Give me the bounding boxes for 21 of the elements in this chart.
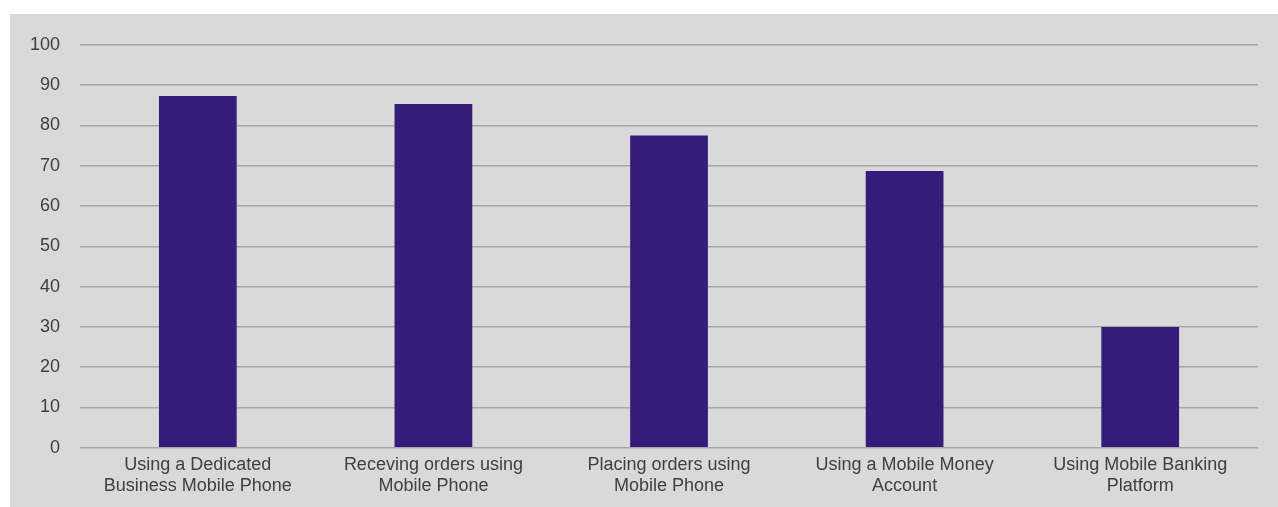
bar [865, 170, 944, 448]
y-tick-label: 100 [29, 33, 61, 54]
x-tick-label: Using a Mobile Money Account [815, 453, 994, 496]
y-tick-label: 90 [40, 74, 61, 95]
bar [630, 135, 708, 448]
y-tick-label: 70 [40, 154, 61, 175]
y-tick-label: 10 [40, 396, 61, 417]
x-tick-label: Using a Dedicated Business Mobile Phone [103, 453, 292, 496]
bar [1101, 326, 1180, 448]
x-tick-label: Receving orders using Mobile Phone [343, 453, 523, 496]
y-tick-label: 20 [40, 356, 61, 377]
bar [394, 104, 473, 448]
x-tick-label: Using Mobile Banking Platform [1053, 453, 1228, 496]
y-tick-label: 40 [40, 275, 61, 296]
y-tick-label: 50 [40, 235, 61, 256]
y-tick-label: 80 [40, 114, 61, 135]
y-tick-label: 30 [40, 315, 61, 336]
bar [158, 95, 237, 448]
x-tick-label: Placing orders using Mobile Phone [587, 453, 751, 496]
y-tick-label: 60 [40, 194, 61, 215]
y-tick-label: 0 [50, 436, 61, 457]
